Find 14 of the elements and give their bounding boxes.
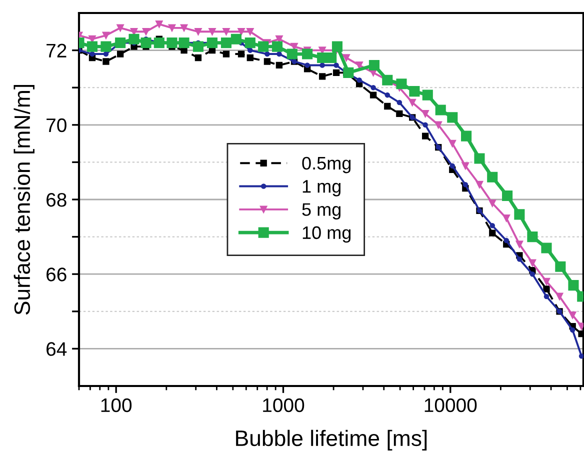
x-tick-label: 10000	[424, 398, 477, 412]
legend-label: 1 mg	[302, 180, 340, 196]
y-tick-label: 66	[46, 268, 66, 282]
legend-label: 0.5mg	[302, 156, 351, 174]
y-axis-title: Surface tension [mN/m]	[14, 84, 34, 315]
legend-label: 10 mg	[302, 226, 351, 243]
y-tick-label: 64	[46, 342, 67, 356]
y-tick-label: 68	[46, 192, 66, 207]
y-tick-label: 70	[46, 118, 66, 132]
x-tick-label: 100	[101, 398, 132, 412]
x-tick-label: 1000	[263, 398, 304, 412]
y-tick-label: 72	[46, 44, 66, 58]
x-axis-title: Bubble lifetime [ms]	[236, 430, 427, 451]
legend-label: 5 mg	[302, 203, 340, 220]
